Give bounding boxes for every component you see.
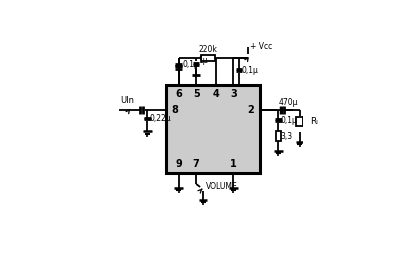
Text: 0,1μ: 0,1μ — [281, 116, 298, 125]
Text: + Vcc: + Vcc — [250, 42, 272, 51]
Text: 5: 5 — [193, 89, 200, 99]
Bar — [296, 117, 303, 126]
Text: 0,1μ: 0,1μ — [242, 66, 258, 75]
Text: 9: 9 — [175, 160, 182, 169]
Text: 470μ: 470μ — [278, 98, 298, 107]
Bar — [200, 55, 215, 61]
Text: 3,3: 3,3 — [281, 132, 293, 141]
Bar — [166, 85, 260, 173]
Text: 0,22μ: 0,22μ — [149, 114, 171, 123]
Text: 1: 1 — [230, 160, 237, 169]
Text: 220k: 220k — [198, 44, 217, 54]
Bar — [276, 131, 281, 141]
Text: Rₗ: Rₗ — [311, 117, 318, 126]
Text: 4: 4 — [212, 89, 219, 99]
Text: 2: 2 — [248, 105, 254, 115]
Text: 7: 7 — [193, 160, 200, 169]
Text: 6: 6 — [175, 89, 182, 99]
Text: 0,1μ: 0,1μ — [183, 60, 200, 69]
Text: 8: 8 — [171, 105, 178, 115]
Text: 1μ: 1μ — [198, 56, 208, 65]
Text: VOLUME: VOLUME — [206, 182, 238, 191]
Text: 3: 3 — [230, 89, 237, 99]
Polygon shape — [303, 115, 310, 128]
Text: UIn: UIn — [120, 96, 134, 105]
